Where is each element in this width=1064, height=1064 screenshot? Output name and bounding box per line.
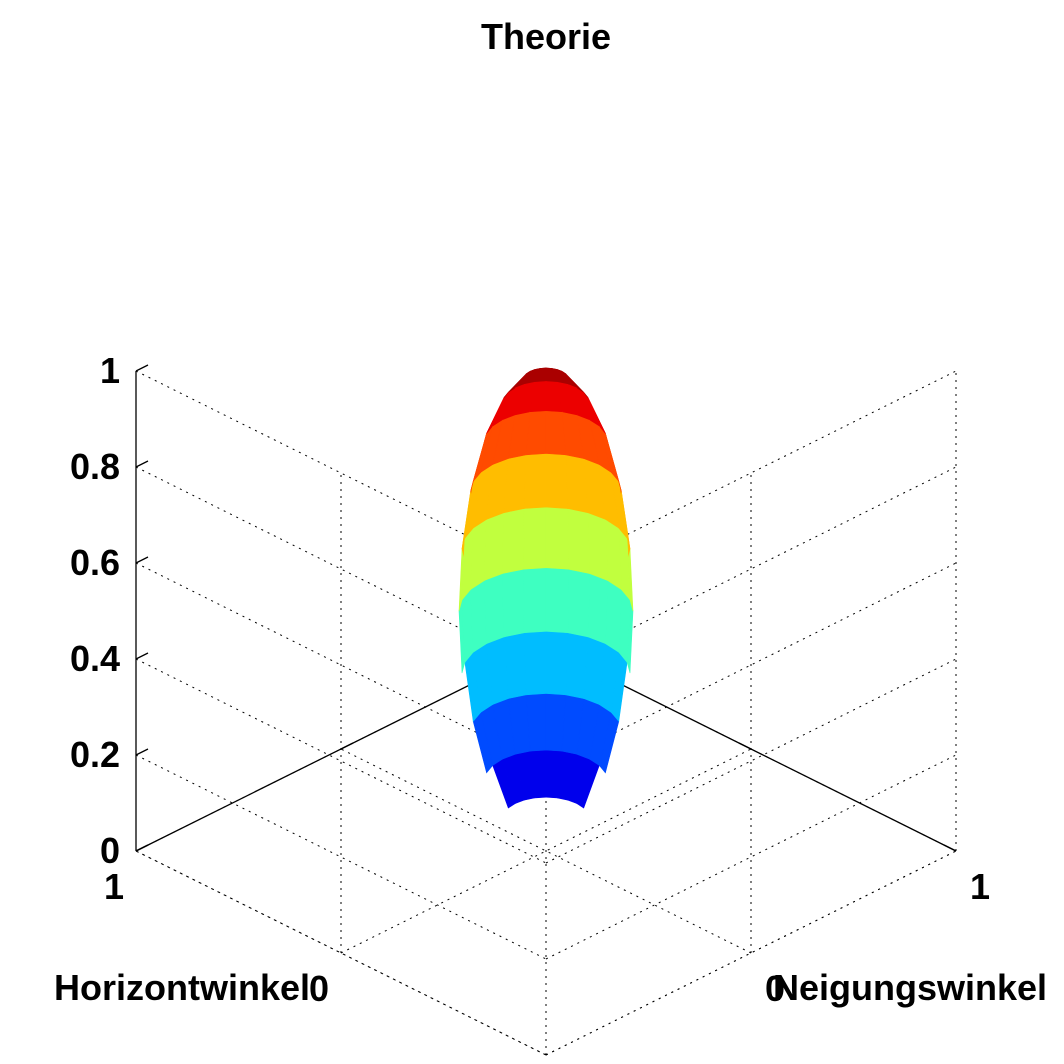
z-tick-label: 0 [100, 830, 120, 871]
z-tick-mark [135, 748, 149, 756]
surface-patch [484, 512, 505, 581]
x-tick-mark [943, 844, 957, 852]
surface-patch [587, 573, 608, 645]
surface-patch [526, 693, 547, 752]
y-tick-mark [340, 742, 354, 750]
surface-patch [523, 630, 547, 696]
y-tick-label: 1 [970, 866, 990, 907]
surface-patch [567, 568, 590, 638]
surface-patch [523, 453, 547, 509]
surface-patch [545, 381, 563, 413]
z-tick-mark [135, 556, 149, 564]
z-tick-label: 1 [100, 350, 120, 391]
surface-patch [502, 508, 525, 574]
surface [458, 367, 634, 809]
chart-title: Theorie [481, 16, 611, 57]
surface-patch [545, 453, 569, 509]
surface-patch [470, 518, 487, 590]
surface-patch [567, 508, 590, 574]
surface-patch [605, 579, 622, 653]
surface-patch [565, 632, 589, 699]
z-tick-label: 0.4 [70, 638, 120, 679]
surface-patch [484, 573, 505, 645]
z-tick-mark [135, 652, 149, 660]
z-tick-mark [135, 364, 149, 372]
y-tick-label: 0 [765, 968, 785, 1009]
z-tick-mark [135, 460, 149, 468]
surface-patch [545, 630, 569, 696]
surface-patch [503, 632, 527, 699]
surface-patch [526, 410, 547, 456]
gridline-z [545, 754, 957, 960]
surface-patch [502, 568, 525, 638]
z-tick-label: 0.6 [70, 542, 120, 583]
x-axis-label: Horizontwinkel [54, 967, 310, 1008]
z-tick-label: 0.8 [70, 446, 120, 487]
surface-patch [545, 410, 566, 456]
y-axis-label: Neigungswinkel [773, 967, 1047, 1008]
x-tick-mark [738, 742, 752, 750]
gridline-z [135, 754, 547, 960]
surface-patch [523, 506, 547, 570]
x-tick-label: 1 [104, 866, 124, 907]
surface-patch [523, 567, 547, 634]
surface-patch [545, 567, 569, 634]
surface-patch [545, 506, 569, 570]
surface-patch [605, 518, 622, 590]
x-tick-label: 0 [309, 968, 329, 1009]
z-tick-label: 0.2 [70, 734, 120, 775]
surface-patch [545, 693, 566, 752]
surface-patch [470, 579, 487, 653]
surface-patch [587, 512, 608, 581]
y-tick-mark [135, 844, 149, 852]
